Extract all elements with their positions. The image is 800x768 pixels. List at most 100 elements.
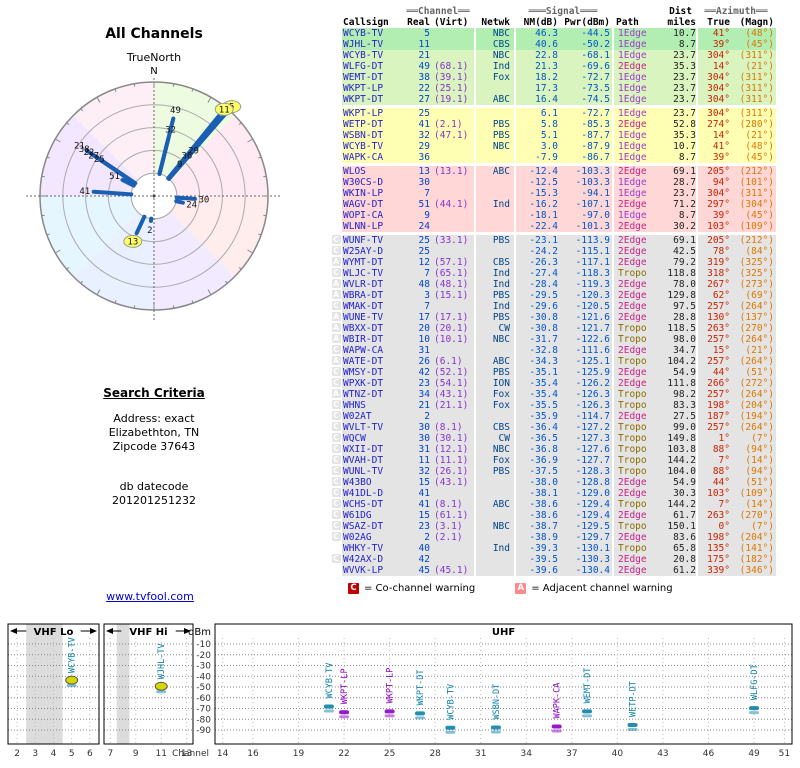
virtual-channel-cell bbox=[430, 246, 474, 257]
power-cell: -120.3 bbox=[558, 290, 612, 301]
network-cell: Ind bbox=[474, 301, 514, 312]
radar-channel-label: 30 bbox=[198, 195, 209, 205]
virtual-channel-cell: (11.1) bbox=[430, 455, 474, 466]
path-cell: 1Edge bbox=[612, 210, 656, 221]
power-cell: -115.1 bbox=[558, 246, 612, 257]
noise-margin-cell: -39.5 bbox=[514, 554, 558, 565]
true-azimuth-cell: 103° bbox=[696, 488, 730, 499]
virtual-channel-cell: (44.1) bbox=[430, 199, 474, 210]
true-azimuth-cell: 41° bbox=[696, 28, 730, 39]
true-azimuth-cell: 88° bbox=[696, 466, 730, 477]
co-channel-warning-badge: C bbox=[331, 400, 341, 409]
power-cell: -113.9 bbox=[558, 235, 612, 246]
virtual-channel-cell bbox=[430, 411, 474, 422]
distance-cell: 8.7 bbox=[656, 152, 696, 163]
path-cell: 2Edge bbox=[612, 246, 656, 257]
callsign-cell: WBXX-DT bbox=[342, 323, 402, 334]
signal-table: ══Channel══ ═══Signal═══ Dist ══Azimuth═… bbox=[330, 6, 794, 576]
virtual-channel-cell: (68.1) bbox=[430, 61, 474, 72]
real-channel-cell: 12 bbox=[402, 257, 430, 268]
magnetic-azimuth-cell: (270°) bbox=[730, 510, 776, 521]
power-cell: -121.7 bbox=[558, 323, 612, 334]
tvfool-link[interactable]: www.tvfool.com bbox=[106, 590, 194, 603]
callsign-cell: WBRA-DT bbox=[342, 290, 402, 301]
power-cell: -130.3 bbox=[558, 554, 612, 565]
power-cell: -128.8 bbox=[558, 477, 612, 488]
network-cell: PBS bbox=[474, 466, 514, 477]
svg-text:22: 22 bbox=[338, 749, 349, 759]
real-channel-cell: 36 bbox=[402, 152, 430, 163]
magnetic-azimuth-cell: (346°) bbox=[730, 565, 776, 576]
real-channel-cell: 40 bbox=[402, 543, 430, 554]
true-azimuth-cell: 205° bbox=[696, 166, 730, 177]
radar-channel-label: 24 bbox=[186, 201, 197, 211]
network-cell: Fox bbox=[474, 400, 514, 411]
real-channel-cell: 27 bbox=[402, 94, 430, 105]
header-warn-spacer bbox=[330, 6, 342, 17]
path-cell: Tropo bbox=[612, 323, 656, 334]
table-row: C WUNL-TV 32 (26.1) PBS -37.5 -128.3 Tropo 104.0… bbox=[330, 466, 794, 477]
table-row: A WUNE-TV 17 (17.1) PBS -30.8 -121.6 2Edge 28.8 1… bbox=[330, 312, 794, 323]
callsign-cell: WKPT-DT bbox=[342, 94, 402, 105]
table-row: WSBN-DT 32 (47.1) PBS 5.1 -87.7 1Edge 35.3 14° (2… bbox=[330, 130, 794, 141]
network-cell: Ind bbox=[474, 199, 514, 210]
noise-margin-cell: 16.4 bbox=[514, 94, 558, 105]
magnetic-azimuth-cell: (204°) bbox=[730, 532, 776, 543]
real-channel-cell: 5 bbox=[402, 28, 430, 39]
table-row: WLFG-DT 49 (68.1) Ind 21.3 -69.6 2Edge 35.3 14°(… bbox=[330, 61, 794, 72]
true-azimuth-cell: 304° bbox=[696, 108, 730, 119]
chart-point-label: WCYB-TV bbox=[68, 637, 78, 673]
callsign-cell: WJHL-TV bbox=[342, 39, 402, 50]
svg-text:VHF Hi: VHF Hi bbox=[129, 627, 167, 638]
network-cell: ABC bbox=[474, 499, 514, 510]
table-row: A WBXX-DT 20 (20.1) CW -30.8 -121.7 Tropo 118.5 2… bbox=[330, 323, 794, 334]
table-row: C W61DG 15 (61.1) -38.6 -129.4 2Edge 61.7 263° (2… bbox=[330, 510, 794, 521]
path-cell: 2Edge bbox=[612, 345, 656, 356]
callsign-cell: WOPI-CA bbox=[342, 210, 402, 221]
signal-table-body: WCYB-TV 5 NBC 46.3 -44.5 1Edge 10.7 41° (48°) WJH… bbox=[330, 28, 794, 576]
path-cell: 1Edge bbox=[612, 130, 656, 141]
warning-cell: C bbox=[330, 268, 342, 279]
noise-margin-cell: -38.6 bbox=[514, 499, 558, 510]
virtual-channel-cell bbox=[430, 301, 474, 312]
warning-legend: C = Co-channel warning A = Adjacent chan… bbox=[348, 583, 673, 594]
adjacent-channel-warning-badge: A bbox=[331, 356, 341, 365]
chart-point-label: WKPT-LP bbox=[386, 668, 396, 704]
power-cell: -129.4 bbox=[558, 510, 612, 521]
table-row: C WQCW 30 (30.1) CW -36.5 -127.3 Tropo 149.8 1° (7… bbox=[330, 433, 794, 444]
path-cell: 1Edge bbox=[612, 188, 656, 199]
warning-cell: C bbox=[330, 521, 342, 532]
noise-margin-cell: -39.3 bbox=[514, 543, 558, 554]
co-channel-warning-badge: C bbox=[331, 444, 341, 453]
noise-margin-cell: -29.5 bbox=[514, 290, 558, 301]
header-path-spacer bbox=[612, 6, 656, 17]
co-channel-warning-badge: C bbox=[331, 378, 341, 387]
adjacent-channel-legend: A = Adjacent channel warning bbox=[515, 583, 673, 594]
warning-cell: C bbox=[330, 554, 342, 565]
svg-text:13: 13 bbox=[181, 749, 192, 759]
radar-channel-label: 38 bbox=[79, 145, 90, 155]
power-cell: -103.3 bbox=[558, 166, 612, 177]
magnetic-azimuth-cell: (212°) bbox=[730, 235, 776, 246]
real-channel-cell: 48 bbox=[402, 279, 430, 290]
virtual-channel-cell: (12.1) bbox=[430, 444, 474, 455]
svg-text:43: 43 bbox=[657, 749, 668, 759]
warning-cell: C bbox=[330, 367, 342, 378]
callsign-cell: W02AT bbox=[342, 411, 402, 422]
path-cell: Tropo bbox=[612, 455, 656, 466]
distance-cell: 23.7 bbox=[656, 94, 696, 105]
network-cell: Fox bbox=[474, 389, 514, 400]
table-header-groups: ══Channel══ ═══Signal═══ Dist ══Azimuth═… bbox=[330, 6, 794, 17]
distance-cell: 52.8 bbox=[656, 119, 696, 130]
warning-cell: A bbox=[330, 334, 342, 345]
table-row: WKPT-LP 22 (25.1) 17.3 -73.5 1Edge 23.7 304° (31… bbox=[330, 83, 794, 94]
magnetic-azimuth-cell: (137°) bbox=[730, 312, 776, 323]
path-cell: 1Edge bbox=[612, 108, 656, 119]
distance-cell: 99.0 bbox=[656, 422, 696, 433]
header-nm: NM(dB) bbox=[523, 17, 558, 28]
callsign-cell: WKPT-LP bbox=[342, 108, 402, 119]
table-row: C W25AY-D 25 -24.2 -115.1 2Edge 42.5 78° (84°) bbox=[330, 246, 794, 257]
callsign-cell: WMAK-DT bbox=[342, 301, 402, 312]
path-cell: Tropo bbox=[612, 444, 656, 455]
svg-text:34: 34 bbox=[521, 749, 533, 759]
